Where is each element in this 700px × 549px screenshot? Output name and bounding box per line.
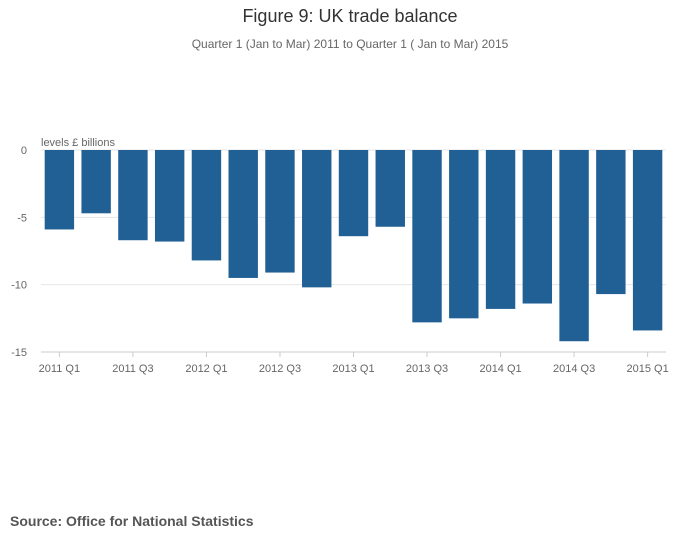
bar-2013-q1 [338, 150, 369, 237]
y-tick-label: -10 [11, 280, 27, 292]
bar-2014-q3 [559, 150, 589, 342]
bar-2011-q1 [44, 150, 75, 230]
chart-title: Figure 9: UK trade balance [242, 6, 458, 26]
bar-2013-q4 [449, 150, 479, 319]
x-tick-label: 2013 Q1 [332, 363, 374, 375]
chart-subtitle: Quarter 1 (Jan to Mar) 2011 to Quarter 1… [191, 37, 509, 51]
source-note: Source: Office for National Statistics [10, 513, 254, 529]
bar-2012-q3 [265, 150, 295, 273]
x-tick-label: 2012 Q3 [259, 363, 301, 375]
bar-2012-q1 [191, 150, 222, 261]
bar-2011-q2 [81, 150, 111, 214]
x-tick-label: 2014 Q3 [553, 363, 595, 375]
x-axis: 2011 Q1 2011 Q3 2012 Q1 2012 Q3 2013 Q1 2013 … [39, 351, 669, 375]
y-tick-label: -15 [11, 347, 27, 359]
x-tick-label: 2015 Q1 [627, 363, 669, 375]
bar-2013-q3 [412, 150, 442, 323]
bar-2012-q2 [228, 150, 258, 278]
bar-2015-q1 [632, 150, 663, 331]
bar-2011-q4 [154, 150, 185, 242]
y-axis: 0 -5 -10 -15 [11, 145, 27, 359]
bar-2014-q4 [596, 150, 626, 295]
x-tick-label: 2013 Q3 [406, 363, 448, 375]
x-tick-label: 2011 Q1 [39, 363, 80, 375]
bar-2014-q1 [485, 150, 516, 309]
bar-2013-q2 [375, 150, 405, 227]
y-tick-label: -5 [17, 212, 27, 224]
bars [44, 150, 663, 342]
bar-2011-q3 [118, 150, 148, 241]
x-tick-label: 2014 Q1 [479, 363, 521, 375]
x-tick-label: 2011 Q3 [112, 363, 153, 375]
bar-2012-q4 [302, 150, 332, 288]
x-tick-label: 2012 Q1 [185, 363, 227, 375]
y-tick-label: 0 [21, 145, 27, 157]
y-axis-label: levels £ billions [41, 137, 115, 149]
bar-2014-q2 [522, 150, 553, 304]
